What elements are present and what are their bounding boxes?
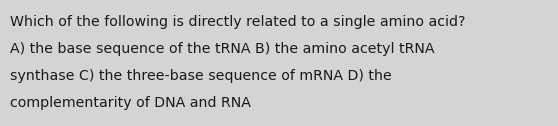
- Text: synthase C) the three-base sequence of mRNA D) the: synthase C) the three-base sequence of m…: [10, 69, 392, 83]
- Text: A) the base sequence of the tRNA B) the amino acetyl tRNA: A) the base sequence of the tRNA B) the …: [10, 42, 435, 56]
- Text: complementarity of DNA and RNA: complementarity of DNA and RNA: [10, 96, 251, 110]
- Text: Which of the following is directly related to a single amino acid?: Which of the following is directly relat…: [10, 15, 465, 29]
